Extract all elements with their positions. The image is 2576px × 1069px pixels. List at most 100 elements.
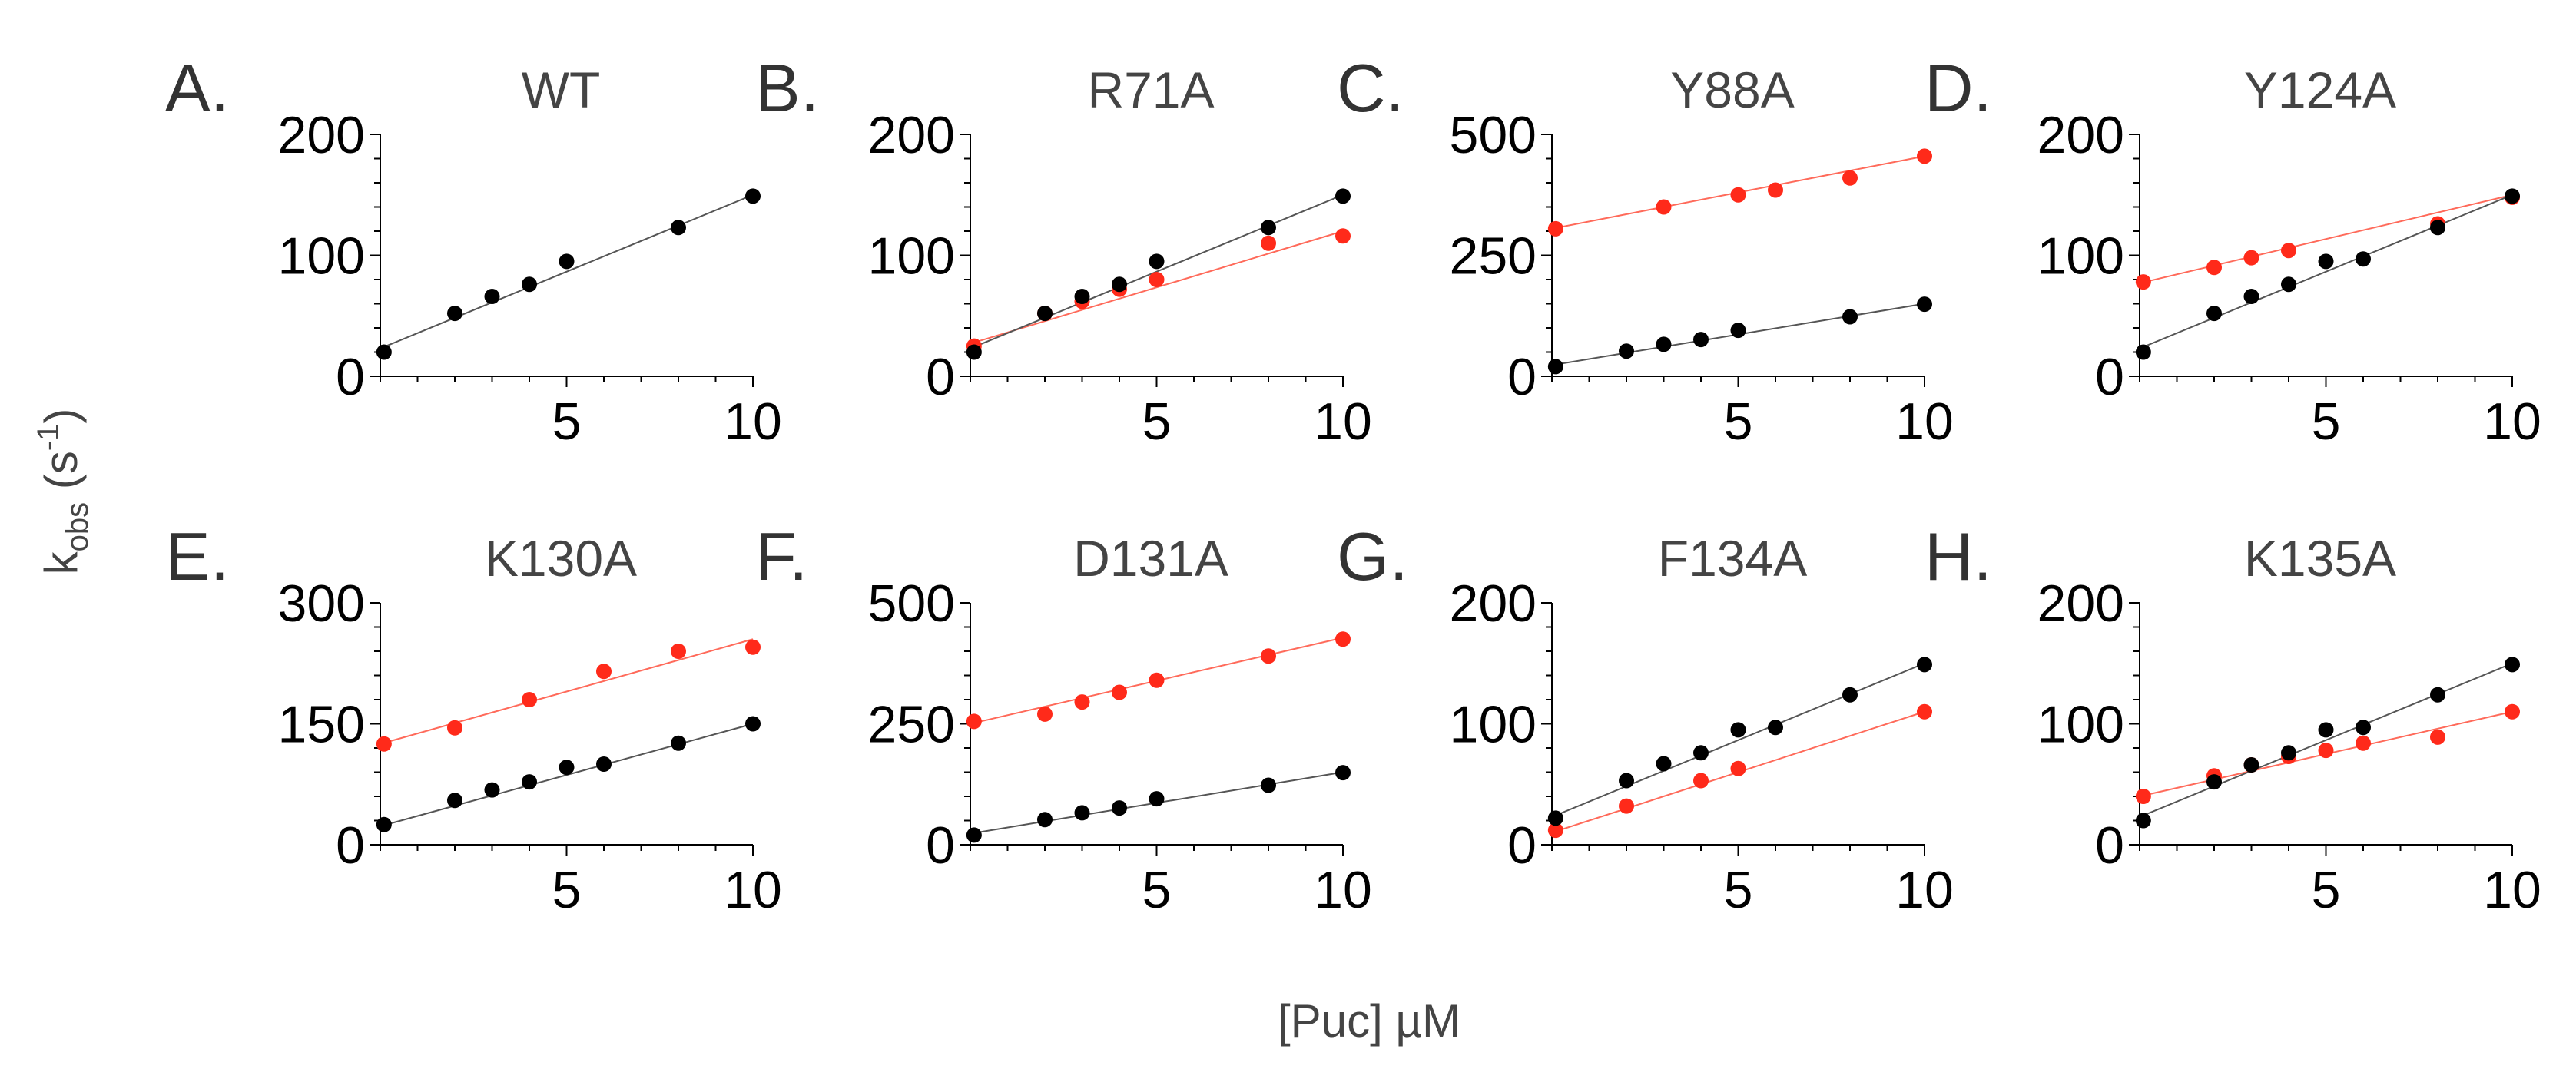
panel-h-point-wt [2135, 813, 2151, 829]
panel-g-point-mutant [1547, 822, 1563, 839]
y-axis-label-close: ) [35, 409, 87, 424]
panel-e-point-wt [484, 782, 500, 798]
panel-a-letter: A. [165, 50, 229, 126]
panel-f-y-tick-label: 0 [926, 816, 955, 875]
y-axis-label-main: k [35, 551, 87, 574]
panel-g-point-wt [1842, 687, 1858, 703]
panel-f-point-mutant [1261, 648, 1276, 664]
panel-e-point-wt [376, 816, 392, 832]
panel-e-point-mutant [447, 720, 462, 736]
panel-b-point-mutant [1335, 228, 1351, 244]
panel-d-title: Y124A [2244, 61, 2396, 118]
panel-d-y-tick-label: 100 [2037, 227, 2124, 286]
panel-g-point-mutant [1730, 760, 1746, 776]
panel-f-x-tick-label: 5 [1142, 861, 1172, 919]
panel-f-point-mutant [1112, 684, 1127, 700]
panel-g: G. F134A 0 100 200 5 10 [1337, 518, 1954, 919]
panel-b-point-wt [1112, 276, 1127, 293]
panel-d-point-mutant [2206, 260, 2222, 276]
panel-b-y-tick-label: 0 [926, 348, 955, 406]
panel-h-title: K135A [2244, 530, 2396, 587]
panel-a-point-wt [522, 276, 537, 293]
panel-b-y-tick-label: 200 [868, 106, 955, 164]
panel-a-point-wt [559, 253, 575, 270]
panel-d-point-mutant [2135, 274, 2151, 290]
panel-d-fit-line-wt [2139, 194, 2513, 349]
panel-g-point-wt [1693, 745, 1709, 761]
panel-h-point-wt [2356, 720, 2371, 736]
panel-b-point-mutant [1149, 272, 1165, 287]
panel-e-y-tick-label: 300 [278, 574, 365, 633]
y-axis-label-sup: -1 [31, 424, 65, 452]
panel-a-point-wt [671, 220, 686, 236]
panel-h-point-mutant [2505, 703, 2520, 720]
panel-d-point-wt [2430, 220, 2445, 236]
panel-f-letter: F. [755, 518, 807, 594]
panel-e-y-tick-label: 150 [278, 696, 365, 754]
panel-c-point-wt [1547, 359, 1563, 375]
panel-b-letter: B. [755, 50, 819, 126]
panel-c-point-wt [1842, 309, 1858, 325]
panel-c-point-wt [1693, 332, 1709, 348]
panel-c-y-tick-label: 500 [1450, 106, 1537, 164]
panel-d-point-mutant [2243, 250, 2259, 266]
panel-f-point-wt [1149, 791, 1165, 807]
panel-a: A. WT 0 100 200 5 10 [165, 50, 782, 451]
panel-d-point-wt [2505, 188, 2520, 204]
panel-f-point-mutant [1335, 631, 1351, 647]
panel-f-point-mutant [1037, 706, 1053, 722]
panel-d-point-wt [2243, 289, 2259, 305]
panel-b-point-wt [1074, 289, 1090, 305]
panel-b-point-wt [966, 344, 982, 360]
panel-f-point-wt [1112, 800, 1127, 816]
panel-e-title: K130A [485, 530, 637, 587]
panel-f-point-wt [1037, 812, 1053, 828]
panel-g-y-tick-label: 0 [1507, 816, 1537, 875]
panel-h-y-tick-label: 0 [2095, 816, 2124, 875]
panel-g-point-wt [1768, 720, 1783, 736]
panel-b-point-wt [1149, 253, 1165, 270]
panel-f-point-mutant [1074, 694, 1090, 710]
panel-b-fit-line-mutant [970, 230, 1344, 345]
panel-f-point-wt [1074, 805, 1090, 821]
panel-c-point-mutant [1547, 220, 1563, 237]
panel-d-point-wt [2206, 306, 2222, 322]
panel-g-point-wt [1730, 722, 1746, 738]
panel-a-fit-line-wt [380, 194, 754, 349]
panel-g-title: F134A [1658, 530, 1807, 587]
panel-g-point-mutant [1917, 703, 1932, 720]
panel-c-point-mutant [1917, 148, 1932, 164]
panel-e-point-wt [596, 756, 612, 772]
panel-g-point-wt [1547, 810, 1563, 826]
panel-e-fit-line-mutant [380, 638, 754, 745]
panel-h-point-wt [2243, 757, 2259, 773]
panel-a-title: WT [522, 61, 601, 118]
panel-g-x-tick-label: 5 [1724, 861, 1753, 919]
panel-g-x-tick-label: 10 [1895, 861, 1954, 919]
panel-a-y-tick-label: 200 [278, 106, 365, 164]
panel-g-point-wt [1656, 756, 1672, 772]
panel-e-y-tick-label: 0 [336, 816, 365, 875]
panel-e-letter: E. [165, 518, 229, 594]
panel-d: D. Y124A 0 100 200 5 10 [1925, 50, 2541, 451]
panel-a-point-wt [447, 306, 462, 322]
panel-h: H. K135A 0 100 200 5 10 [1925, 518, 2541, 919]
y-axis-label: kobs (s-1) [31, 409, 94, 575]
panel-f-x-tick-label: 10 [1314, 861, 1372, 919]
panel-b-point-wt [1261, 220, 1276, 236]
panel-g-letter: G. [1337, 518, 1408, 594]
panel-a-point-wt [376, 344, 392, 360]
panel-f-point-mutant [1149, 672, 1165, 688]
panel-d-point-wt [2356, 251, 2371, 267]
panel-c-x-tick-label: 5 [1724, 392, 1753, 451]
panel-c-point-mutant [1842, 170, 1858, 186]
panel-h-point-mutant [2318, 743, 2334, 759]
panel-h-point-wt [2318, 722, 2334, 738]
panel-e-point-mutant [376, 736, 392, 752]
panel-c: C. Y88A 0 250 500 5 10 [1337, 50, 1954, 451]
panel-g-y-tick-label: 200 [1450, 574, 1537, 633]
panel-e: E. K130A 0 150 300 5 10 [165, 518, 782, 919]
panel-h-x-tick-label: 5 [2312, 861, 2341, 919]
panel-h-x-tick-label: 10 [2483, 861, 2541, 919]
